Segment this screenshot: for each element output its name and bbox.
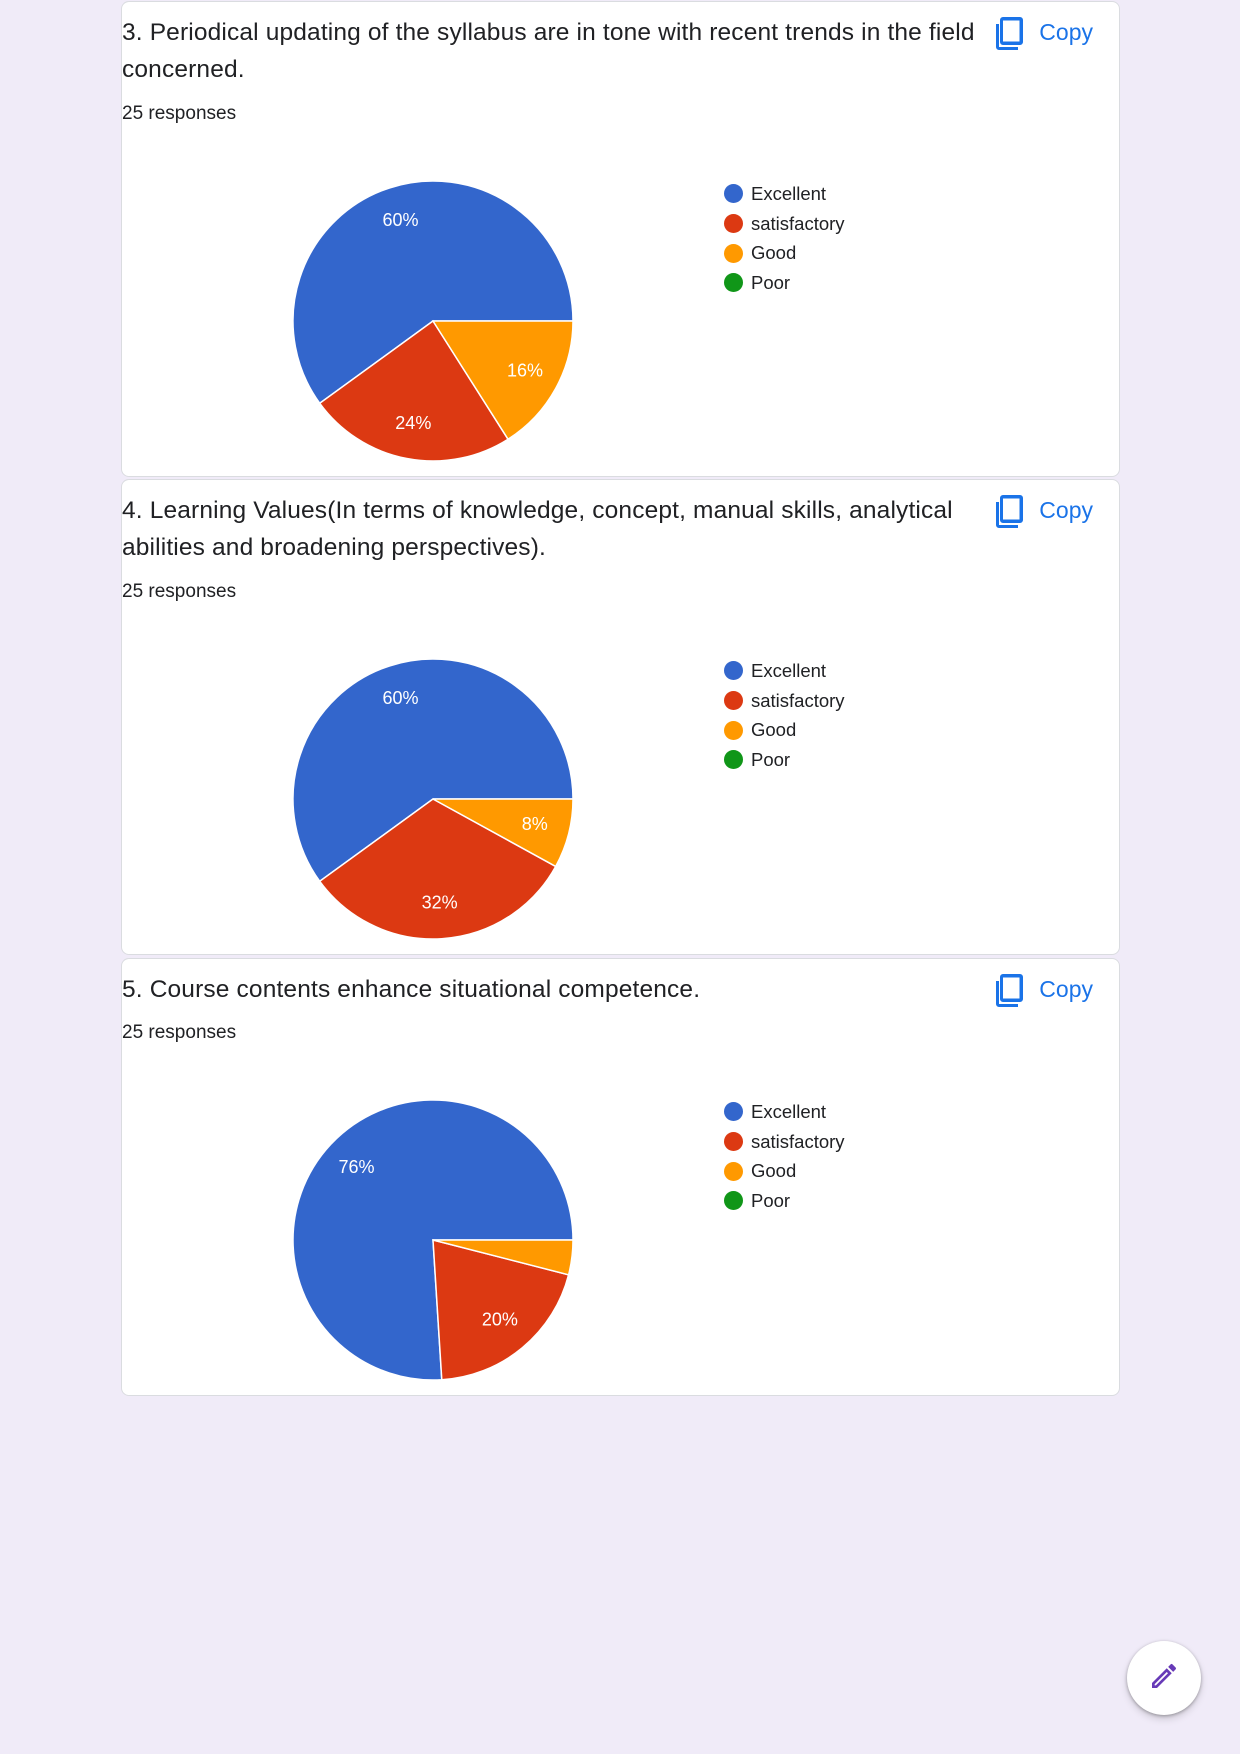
chart-legend: Excellent satisfactory Good Poor — [724, 1097, 845, 1216]
legend-swatch — [724, 214, 743, 234]
response-count: 25 responses — [122, 103, 237, 124]
legend-item-satisfactory: satisfactory — [724, 686, 845, 716]
legend-label: satisfactory — [751, 212, 845, 234]
pie-slice-label: 76% — [338, 1157, 374, 1177]
pie-slice-excellent — [292, 180, 574, 405]
question-card: 5. Course contents enhance situational c… — [121, 958, 1120, 1396]
pie-chart: 60% 24% 16% — [292, 180, 574, 462]
copy-icon — [995, 492, 1025, 528]
legend-swatch — [724, 1191, 743, 1211]
legend-label: Excellent — [751, 1100, 827, 1122]
pie-chart: 76% 20% — [292, 1099, 574, 1381]
pie-slice-good — [432, 1239, 574, 1276]
legend-item-poor: Poor — [724, 268, 845, 298]
legend-swatch — [724, 273, 743, 293]
legend-label: satisfactory — [751, 1130, 845, 1152]
copy-button[interactable]: Copy — [995, 969, 1093, 1009]
legend-item-poor: Poor — [724, 745, 845, 775]
legend-item-good: Good — [724, 1156, 845, 1186]
legend-item-excellent: Excellent — [724, 656, 845, 686]
pie-slice-good — [432, 798, 574, 868]
question-card: 3. Periodical updating of the syllabus a… — [121, 1, 1120, 477]
question-title: 5. Course contents enhance situational c… — [122, 976, 701, 1003]
legend-swatch — [724, 184, 743, 204]
legend-item-good: Good — [724, 238, 845, 268]
pencil-edit-icon — [1148, 1660, 1180, 1697]
legend-swatch — [724, 661, 743, 681]
pie-slice-label: 60% — [383, 688, 419, 708]
pie-slice-label: 20% — [482, 1310, 518, 1330]
legend-label: Poor — [751, 1189, 791, 1211]
chart-legend: Excellent satisfactory Good Poor — [724, 656, 845, 775]
legend-label: satisfactory — [751, 689, 845, 711]
legend-swatch — [724, 1161, 743, 1181]
pie-slice-satisfactory — [318, 319, 510, 462]
response-count: 25 responses — [122, 1022, 237, 1043]
question-card: 4. Learning Values(In terms of knowledge… — [121, 479, 1120, 955]
question-title: 3. Periodical updating of the syllabus a… — [122, 19, 975, 83]
copy-icon — [995, 14, 1025, 50]
legend-label: Excellent — [751, 182, 827, 204]
pie-slice-excellent — [292, 1099, 574, 1381]
question-title: 4. Learning Values(In terms of knowledge… — [122, 497, 953, 561]
pie-slice-excellent — [292, 658, 574, 883]
copy-label: Copy — [1039, 975, 1093, 1002]
legend-item-good: Good — [724, 715, 845, 745]
copy-button[interactable]: Copy — [995, 490, 1093, 530]
legend-swatch — [724, 750, 743, 770]
legend-label: Poor — [751, 271, 791, 293]
legend-swatch — [724, 243, 743, 263]
pie-slice-label: 8% — [522, 814, 548, 834]
chart-legend: Excellent satisfactory Good Poor — [724, 179, 845, 298]
legend-item-satisfactory: satisfactory — [724, 1127, 845, 1157]
legend-item-poor: Poor — [724, 1186, 845, 1216]
pie-slice-label: 24% — [395, 413, 431, 433]
legend-label: Good — [751, 242, 797, 264]
legend-label: Good — [751, 1160, 797, 1182]
pie-slice-label: 60% — [383, 210, 419, 230]
legend-item-excellent: Excellent — [724, 1097, 845, 1127]
legend-label: Poor — [751, 748, 791, 770]
copy-label: Copy — [1039, 496, 1093, 523]
legend-swatch — [724, 720, 743, 740]
pie-slice-label: 32% — [422, 893, 458, 913]
legend-label: Excellent — [751, 659, 827, 681]
pie-slice-label: 16% — [507, 360, 543, 380]
legend-label: Good — [751, 719, 797, 741]
legend-swatch — [724, 1102, 743, 1122]
pie-slice-satisfactory — [432, 1239, 570, 1381]
copy-button[interactable]: Copy — [995, 12, 1093, 52]
legend-swatch — [724, 691, 743, 711]
copy-label: Copy — [1039, 18, 1093, 45]
pie-chart: 60% 32% 8% — [292, 658, 574, 940]
legend-item-satisfactory: satisfactory — [724, 209, 845, 239]
response-count: 25 responses — [122, 581, 237, 602]
edit-fab-button[interactable] — [1127, 1641, 1201, 1715]
pie-slice-satisfactory — [318, 798, 557, 940]
legend-swatch — [724, 1132, 743, 1152]
copy-icon — [995, 971, 1025, 1007]
pie-slice-good — [431, 320, 574, 441]
legend-item-excellent: Excellent — [724, 179, 845, 209]
